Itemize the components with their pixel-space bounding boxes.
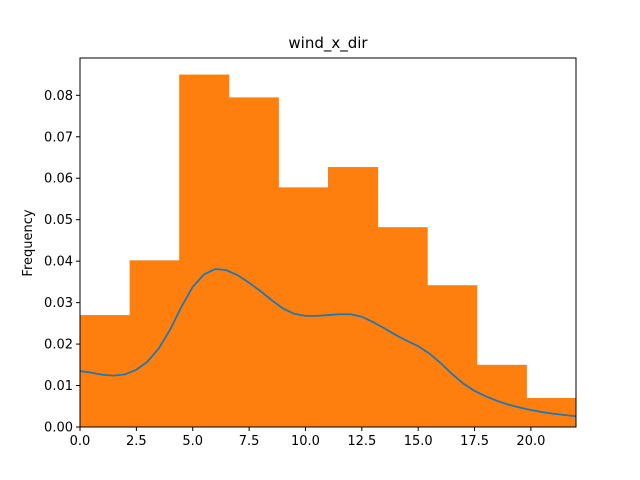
x-tick-label: 20.0: [516, 434, 545, 449]
histogram-bar-6: [328, 167, 379, 428]
histogram-bar-4: [228, 97, 279, 428]
x-tick-label: 17.5: [460, 434, 489, 449]
histogram-bar-8: [427, 285, 478, 427]
histogram-bar-2: [129, 260, 180, 427]
y-tick-label: 0.06: [44, 172, 73, 187]
x-tick-label: 5.0: [182, 434, 203, 449]
y-tick-label: 0.02: [44, 338, 73, 353]
x-tick-label: 7.5: [239, 434, 260, 449]
y-tick-label: 0.04: [44, 255, 73, 270]
y-tick-label: 0.08: [44, 89, 73, 104]
density-curve-line: [79, 268, 577, 418]
histogram-bar-3: [179, 74, 230, 428]
histogram-bars: [80, 74, 577, 428]
y-tick-label: 0.01: [44, 379, 73, 394]
y-tick-label: 0.03: [44, 296, 73, 311]
x-axis: 0.0 2.5 5.0 7.5 10.0 12.5 15.0 17.5 20.0: [70, 427, 545, 449]
x-tick-label: 2.5: [126, 434, 147, 449]
y-axis: 0.00 0.01 0.02 0.03 0.04 0.05 0.06 0.07 0.08: [44, 89, 80, 436]
x-tick-label: 0.0: [70, 434, 91, 449]
histogram-bar-1: [80, 315, 131, 427]
y-axis-label: Frequency: [21, 209, 36, 276]
histogram-bar-10: [526, 397, 577, 427]
x-tick-label: 12.5: [347, 434, 376, 449]
y-tick-label: 0.05: [44, 213, 73, 228]
x-tick-label: 10.0: [291, 434, 320, 449]
y-tick-label: 0.00: [44, 421, 73, 436]
histogram-bar-5: [278, 187, 329, 427]
chart-title: wind_x_dir: [288, 34, 368, 53]
histogram-bar-7: [377, 227, 428, 427]
x-tick-label: 15.0: [404, 434, 433, 449]
y-tick-label: 0.07: [44, 130, 73, 145]
plot-frame: [79, 57, 577, 428]
